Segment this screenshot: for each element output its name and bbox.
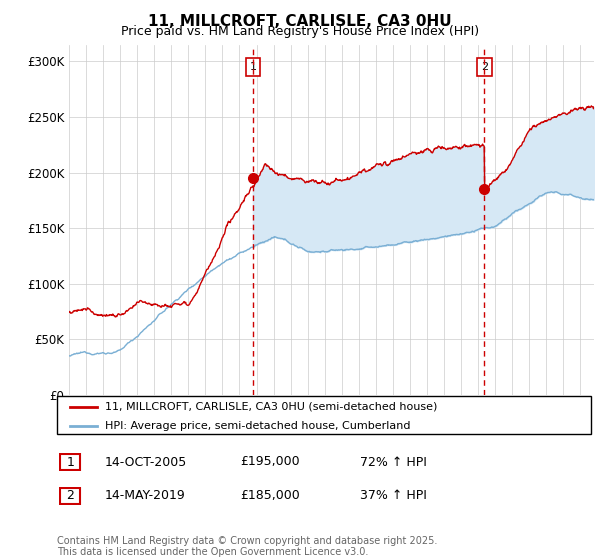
Text: £195,000: £195,000 bbox=[240, 455, 299, 469]
Text: 11, MILLCROFT, CARLISLE, CA3 0HU (semi-detached house): 11, MILLCROFT, CARLISLE, CA3 0HU (semi-d… bbox=[105, 402, 437, 412]
Text: Contains HM Land Registry data © Crown copyright and database right 2025.
This d: Contains HM Land Registry data © Crown c… bbox=[57, 535, 437, 557]
Text: 2: 2 bbox=[481, 62, 488, 72]
Text: Price paid vs. HM Land Registry's House Price Index (HPI): Price paid vs. HM Land Registry's House … bbox=[121, 25, 479, 38]
FancyBboxPatch shape bbox=[60, 454, 80, 470]
Text: HPI: Average price, semi-detached house, Cumberland: HPI: Average price, semi-detached house,… bbox=[105, 421, 410, 431]
Text: 2: 2 bbox=[66, 489, 74, 502]
Text: £185,000: £185,000 bbox=[240, 489, 300, 502]
FancyBboxPatch shape bbox=[60, 488, 80, 503]
Text: 72% ↑ HPI: 72% ↑ HPI bbox=[360, 455, 427, 469]
Text: 37% ↑ HPI: 37% ↑ HPI bbox=[360, 489, 427, 502]
Text: 14-MAY-2019: 14-MAY-2019 bbox=[105, 489, 186, 502]
Text: 1: 1 bbox=[66, 455, 74, 469]
Text: 11, MILLCROFT, CARLISLE, CA3 0HU: 11, MILLCROFT, CARLISLE, CA3 0HU bbox=[148, 14, 452, 29]
Text: 14-OCT-2005: 14-OCT-2005 bbox=[105, 455, 187, 469]
FancyBboxPatch shape bbox=[57, 396, 591, 434]
Text: 1: 1 bbox=[250, 62, 256, 72]
